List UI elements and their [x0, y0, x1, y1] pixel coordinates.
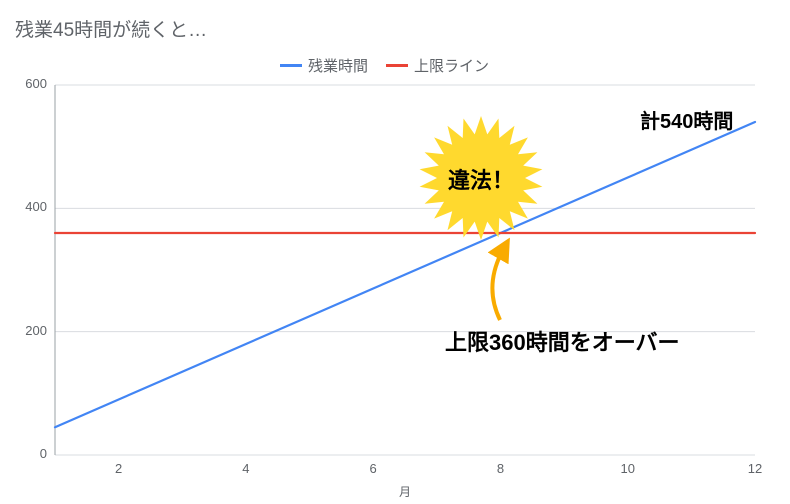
y-tick-label: 0	[15, 446, 47, 461]
y-tick-label: 400	[15, 199, 47, 214]
annotation-overrun: 上限360時間をオーバー	[445, 325, 680, 357]
x-tick-label: 8	[488, 461, 512, 476]
y-tick-label: 200	[15, 323, 47, 338]
y-tick-label: 600	[15, 76, 47, 91]
x-tick-label: 12	[743, 461, 767, 476]
illegal-starburst: 違法！	[414, 111, 548, 245]
annotation-total: 計540時間	[640, 105, 733, 134]
x-tick-label: 4	[234, 461, 258, 476]
x-tick-label: 10	[616, 461, 640, 476]
x-tick-label: 6	[361, 461, 385, 476]
x-axis-title: 月	[399, 483, 411, 500]
chart-root: 残業45時間が続くと… 残業時間 上限ライン 違法！ 計540時間 上限360時…	[0, 0, 790, 504]
illegal-label: 違法！	[414, 163, 548, 195]
x-tick-label: 2	[107, 461, 131, 476]
chart-plot	[0, 0, 790, 504]
